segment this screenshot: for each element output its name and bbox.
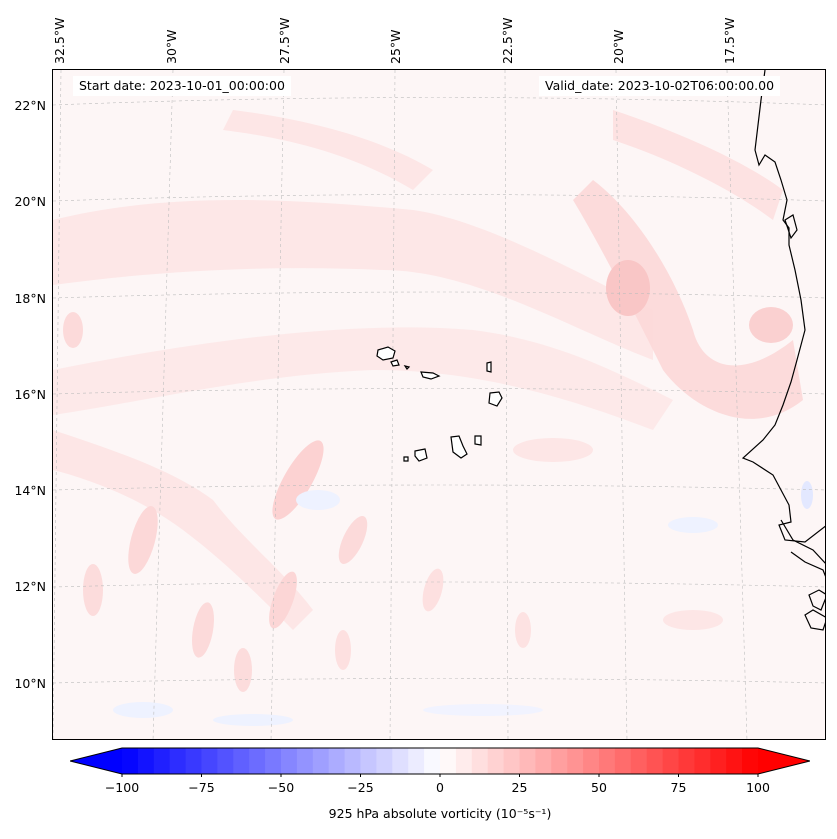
colorbar-cell (201, 748, 218, 774)
lat-label-14n: 14°N (14, 483, 46, 498)
colorbar-cell (296, 748, 314, 774)
lon-label-22-5w: 22.5°W (500, 17, 515, 64)
valid-date-label: Valid_date: 2023-10-02T06:00:00.00 (539, 76, 781, 96)
colorbar-cell (630, 748, 648, 774)
colorbar-cell (678, 748, 695, 774)
colorbar (70, 745, 810, 777)
colorbar-tick-label: 25 (511, 780, 528, 795)
lat-label-20n: 20°N (14, 194, 46, 209)
colorbar-cell (503, 748, 520, 774)
colorbar-gradient (70, 747, 810, 777)
colorbar-cell (281, 748, 298, 774)
colorbar-cell (392, 748, 409, 774)
colorbar-cell (471, 748, 489, 774)
cape-verde-islands (376, 346, 503, 462)
map-panel (52, 69, 826, 740)
colorbar-cell (408, 748, 425, 774)
lat-label-10n: 10°N (14, 676, 46, 691)
colorbar-cell (646, 748, 664, 774)
colorbar-cell (344, 748, 361, 774)
colorbar-cell (312, 748, 330, 774)
colorbar-cell (551, 748, 568, 774)
colorbar-cell (726, 748, 743, 774)
colorbar-cell (153, 748, 171, 774)
colorbar-label: 925 hPa absolute vorticity (10⁻⁵s⁻¹) (328, 806, 552, 821)
colorbar-cell (519, 748, 536, 774)
colorbar-tick-label: −50 (267, 780, 295, 795)
island-santo-antao (376, 346, 396, 361)
colorbar-cell (169, 748, 187, 774)
colorbar-tick-label: 100 (746, 780, 770, 795)
vorticity-shading (53, 70, 825, 739)
colorbar-cell (249, 748, 266, 774)
island-maio (474, 435, 482, 446)
lon-label-30w: 30°W (164, 29, 179, 64)
colorbar-cell (185, 748, 202, 774)
colorbar-extend-max (758, 748, 810, 774)
colorbar-cell (614, 748, 632, 774)
colorbar-cell (328, 748, 346, 774)
colorbar-cell (487, 748, 505, 774)
colorbar-tick-label: −75 (188, 780, 215, 795)
colorbar-cell (424, 748, 441, 774)
gridlines (53, 70, 825, 739)
island-fogo (414, 448, 428, 462)
colorbar-cell (122, 748, 139, 774)
colorbar-cell (535, 748, 552, 774)
lon-label-25w: 25°W (388, 29, 403, 64)
africa-coastline (741, 70, 825, 631)
colorbar-cell (742, 748, 759, 774)
start-date-label: Start date: 2023-10-01_00:00:00 (73, 76, 291, 96)
island-brava (403, 456, 409, 462)
island-santiago (450, 435, 468, 459)
colorbar-cell (360, 748, 377, 774)
island-sao-nicolau (420, 371, 441, 380)
colorbar-cell (137, 748, 155, 774)
colorbar-cell (599, 748, 616, 774)
vorticity-field (53, 70, 825, 739)
colorbar-tick-label: −100 (104, 780, 140, 795)
island-boa-vista (488, 391, 503, 407)
colorbar-tick-label: 50 (591, 780, 607, 795)
colorbar-tick-label: 0 (436, 780, 444, 795)
lon-label-27-5w: 27.5°W (277, 17, 292, 64)
colorbar-cell (583, 748, 600, 774)
colorbar-cell (440, 748, 457, 774)
lat-label-18n: 18°N (14, 291, 46, 306)
island-sao-vicente (390, 359, 400, 367)
lon-label-20w: 20°W (611, 29, 626, 64)
colorbar-extend-min (70, 748, 122, 774)
lon-label-17-5w: 17.5°W (722, 17, 737, 64)
colorbar-cell (376, 748, 393, 774)
colorbar-tick-label: −25 (347, 780, 374, 795)
colorbar-cell (217, 748, 234, 774)
colorbar-cell (710, 748, 727, 774)
lat-label-12n: 12°N (14, 579, 46, 594)
colorbar-cell (233, 748, 250, 774)
colorbar-cell (567, 748, 584, 774)
island-sal (486, 361, 492, 373)
island-santa-luzia (403, 365, 411, 370)
colorbar-cell (694, 748, 711, 774)
colorbar-cell (265, 748, 282, 774)
lat-label-16n: 16°N (14, 387, 46, 402)
lat-label-22n: 22°N (14, 98, 46, 113)
colorbar-cell (455, 748, 473, 774)
colorbar-cell (662, 748, 679, 774)
lon-label-32-5w: 32.5°W (52, 17, 67, 64)
colorbar-tick-label: 75 (670, 780, 687, 795)
